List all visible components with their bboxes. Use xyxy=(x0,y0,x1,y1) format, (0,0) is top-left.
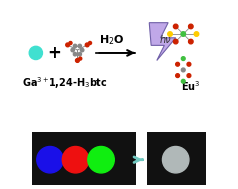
Circle shape xyxy=(188,24,193,29)
Circle shape xyxy=(71,48,74,52)
Text: hν: hν xyxy=(159,35,171,45)
Circle shape xyxy=(176,74,179,77)
FancyBboxPatch shape xyxy=(32,132,136,185)
Text: Ga$^{3+}$: Ga$^{3+}$ xyxy=(22,76,50,89)
Text: +: + xyxy=(47,44,61,62)
Circle shape xyxy=(174,24,178,29)
Circle shape xyxy=(37,146,63,173)
Circle shape xyxy=(85,43,89,47)
Circle shape xyxy=(187,74,191,77)
Text: H$_2$O: H$_2$O xyxy=(99,33,124,47)
Circle shape xyxy=(176,62,179,66)
Circle shape xyxy=(69,42,72,45)
Circle shape xyxy=(79,57,82,60)
Circle shape xyxy=(181,32,186,36)
Text: 1,24-H$_3$btc: 1,24-H$_3$btc xyxy=(48,76,107,90)
Circle shape xyxy=(187,62,191,66)
Circle shape xyxy=(168,32,172,36)
Circle shape xyxy=(73,53,77,56)
Circle shape xyxy=(181,79,185,83)
Circle shape xyxy=(78,44,81,48)
Circle shape xyxy=(194,32,199,36)
Circle shape xyxy=(188,39,193,44)
Circle shape xyxy=(29,46,42,60)
Circle shape xyxy=(174,39,178,44)
Circle shape xyxy=(62,146,89,173)
FancyBboxPatch shape xyxy=(147,132,206,185)
Circle shape xyxy=(89,42,92,45)
Circle shape xyxy=(80,48,84,52)
Polygon shape xyxy=(149,23,176,60)
Circle shape xyxy=(78,53,81,56)
Circle shape xyxy=(88,146,114,173)
Circle shape xyxy=(75,59,79,62)
Circle shape xyxy=(181,68,185,72)
Circle shape xyxy=(73,44,77,48)
Circle shape xyxy=(66,43,69,47)
Circle shape xyxy=(181,57,185,60)
Text: Eu$^{3}$: Eu$^{3}$ xyxy=(181,79,201,93)
Circle shape xyxy=(163,146,189,173)
